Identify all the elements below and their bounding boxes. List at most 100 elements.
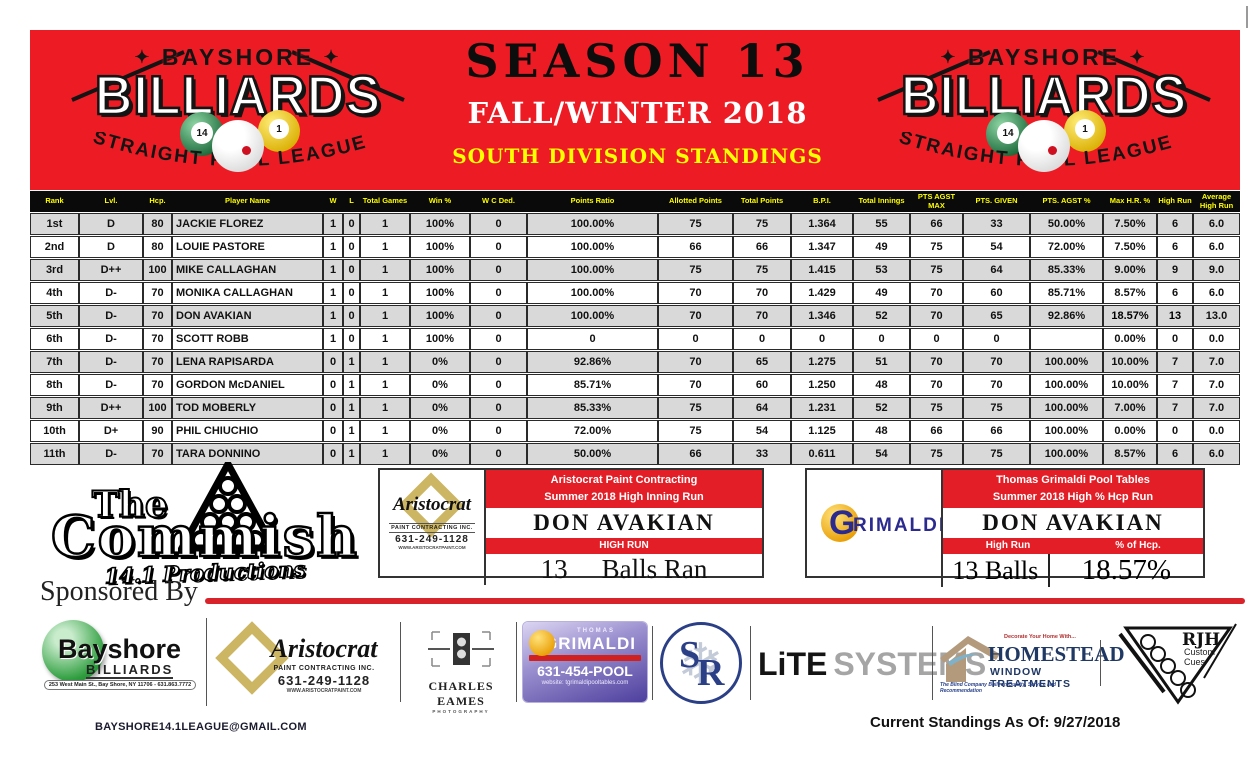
table-cell: 1 [360,282,410,305]
column-header: Player Name [172,191,323,213]
table-cell: 1 [343,420,360,443]
aristocrat-logo: Aristocrat PAINT CONTRACTING INC. 631-24… [380,470,486,585]
table-cell: 100.00% [1030,374,1103,397]
table-cell: 0 [470,351,527,374]
table-cell: 0 [733,328,791,351]
table-cell: 1 [360,397,410,420]
table-cell: 70 [910,351,963,374]
table-cell: 7.0 [1193,397,1240,420]
table-cell [1030,328,1103,351]
table-cell: 60 [733,374,791,397]
table-cell: 70 [910,282,963,305]
column-header: PTS AGST MAX [910,191,963,213]
table-cell: D+ [79,420,143,443]
sponsor-charles-eames: CHARLES EAMES PHOTOGRAPHY [410,628,512,714]
column-header: Total Points [733,191,791,213]
table-cell: 66 [658,236,733,259]
table-cell: 75 [910,443,963,466]
grimaldi-g: G [829,504,856,542]
table-cell: 6 [1157,213,1193,236]
table-cell: 100% [410,282,470,305]
table-cell: D- [79,443,143,466]
table-cell: 1 [360,351,410,374]
award-value: 13 Balls Ran [540,554,708,584]
table-cell: D- [79,374,143,397]
table-cell: 1 [360,328,410,351]
table-cell: 1 [360,259,410,282]
table-cell: 1 [323,213,343,236]
table-cell: 1 [323,282,343,305]
column-header: PTS. AGST % [1030,191,1103,213]
table-cell: 7.0 [1193,351,1240,374]
table-cell: 1.250 [791,374,853,397]
award-banner-line1: Thomas Grimaldi Pool Tables [996,474,1150,486]
high-hcp-run-award: G RIMALDI Thomas Grimaldi Pool Tables Su… [805,468,1205,587]
table-cell: 100 [143,397,172,420]
table-cell: 64 [733,397,791,420]
pool-ball-icon [529,630,555,656]
column-header: B.P.I. [791,191,853,213]
page-edge-mark [1246,6,1248,28]
header-banner: ✦ BAYSHORE ✦ BILLIARDS 14 1 STRAIGHT POO… [30,30,1240,190]
table-cell: 100% [410,305,470,328]
table-cell: 9 [1157,259,1193,282]
table-cell: 0 [963,328,1030,351]
table-cell: 6th [30,328,79,351]
table-cell: 0 [470,420,527,443]
column-header: Max H.R. % [1103,191,1157,213]
award-value-pct-hcp: 18.57% [1081,554,1171,586]
table-cell: 1 [343,397,360,420]
table-cell: 0% [410,443,470,466]
table-cell: 10.00% [1103,374,1157,397]
table-cell: 75 [733,213,791,236]
table-cell: 72.00% [527,420,658,443]
column-header: W C Ded. [470,191,527,213]
commish-name-text: Commish [50,503,359,572]
table-cell: 0 [323,397,343,420]
logo-top-text: ✦ BAYSHORE ✦ [940,44,1148,70]
table-cell: 0.611 [791,443,853,466]
table-cell: 1 [360,236,410,259]
table-cell: 100.00% [1030,443,1103,466]
award-label-high-run: High Run [985,540,1031,551]
table-cell: 0% [410,397,470,420]
award-label: HIGH RUN [599,540,649,551]
table-cell: 75 [658,259,733,282]
column-header: Win % [410,191,470,213]
table-cell: 0 [910,328,963,351]
table-cell: 7 [1157,374,1193,397]
table-cell: 0 [470,213,527,236]
league-email: BAYSHORE14.1LEAGUE@GMAIL.COM [95,721,307,733]
sponsor-rjh-custom-cues: RJH Custom Cues [1112,614,1244,710]
table-cell: 75 [963,397,1030,420]
table-cell: 0.0 [1193,328,1240,351]
award-player-name: DON AVAKIAN [533,510,715,535]
table-cell: 0 [323,374,343,397]
table-cell: 100% [410,236,470,259]
sponsor-divider [750,626,751,700]
cue-ball-icon [212,120,264,172]
table-cell: 1 [360,305,410,328]
column-header: L [343,191,360,213]
table-row: 7th D- 70 LENA RAPISARDA 0 1 1 0% 0 92.86% 70 65 1.2… [30,351,1240,374]
table-cell: 0 [1157,420,1193,443]
table-cell: 50.00% [1030,213,1103,236]
sponsor-divider [652,626,653,700]
sponsor-divider [1100,640,1101,686]
table-cell: 70 [910,305,963,328]
column-header: Total Innings [853,191,910,213]
red-strip [529,655,641,661]
table-cell: 70 [963,351,1030,374]
table-cell: 70 [733,282,791,305]
table-row: 5th D- 70 DON AVAKIAN 1 0 1 100% 0 100.00% 70 70 1.3… [30,305,1240,328]
season-subtitle: FALL/WINTER 2018 [467,96,808,130]
table-cell: 50.00% [527,443,658,466]
table-cell: 49 [853,282,910,305]
table-cell: 0 [343,236,360,259]
table-cell: 0 [470,259,527,282]
player-name-cell: LOUIE PASTORE [172,236,323,259]
ball-rack-icon [178,462,278,552]
award-banner: Aristocrat Paint Contracting Summer 2018… [486,470,762,508]
table-cell: 100.00% [527,259,658,282]
